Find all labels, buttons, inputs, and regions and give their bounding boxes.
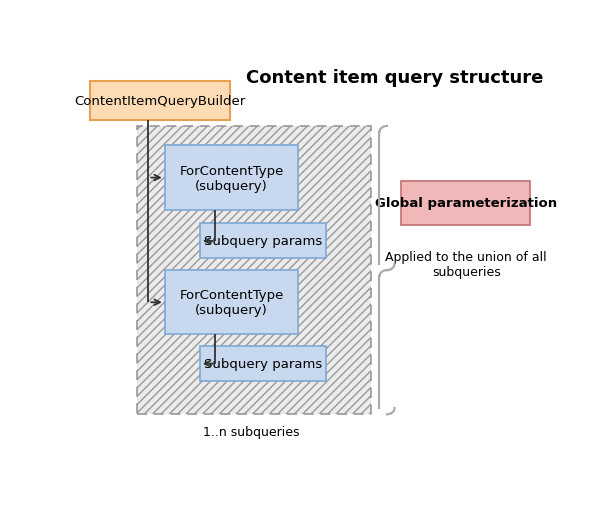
FancyBboxPatch shape [200,224,327,259]
Text: Content item query structure: Content item query structure [246,69,543,87]
Text: ForContentType
(subquery): ForContentType (subquery) [179,289,284,317]
Text: ForContentType
(subquery): ForContentType (subquery) [179,164,284,192]
Text: Subquery params: Subquery params [204,235,322,248]
FancyBboxPatch shape [402,181,531,226]
Text: Subquery params: Subquery params [204,358,322,370]
Text: Global parameterization: Global parameterization [375,197,557,210]
FancyBboxPatch shape [200,346,327,381]
FancyBboxPatch shape [165,271,298,335]
FancyBboxPatch shape [137,127,371,415]
FancyBboxPatch shape [165,146,298,210]
Text: ContentItemQueryBuilder: ContentItemQueryBuilder [74,95,246,108]
Text: 1..n subqueries: 1..n subqueries [203,426,299,438]
FancyBboxPatch shape [90,82,231,121]
Text: Applied to the union of all
subqueries: Applied to the union of all subqueries [385,251,547,279]
